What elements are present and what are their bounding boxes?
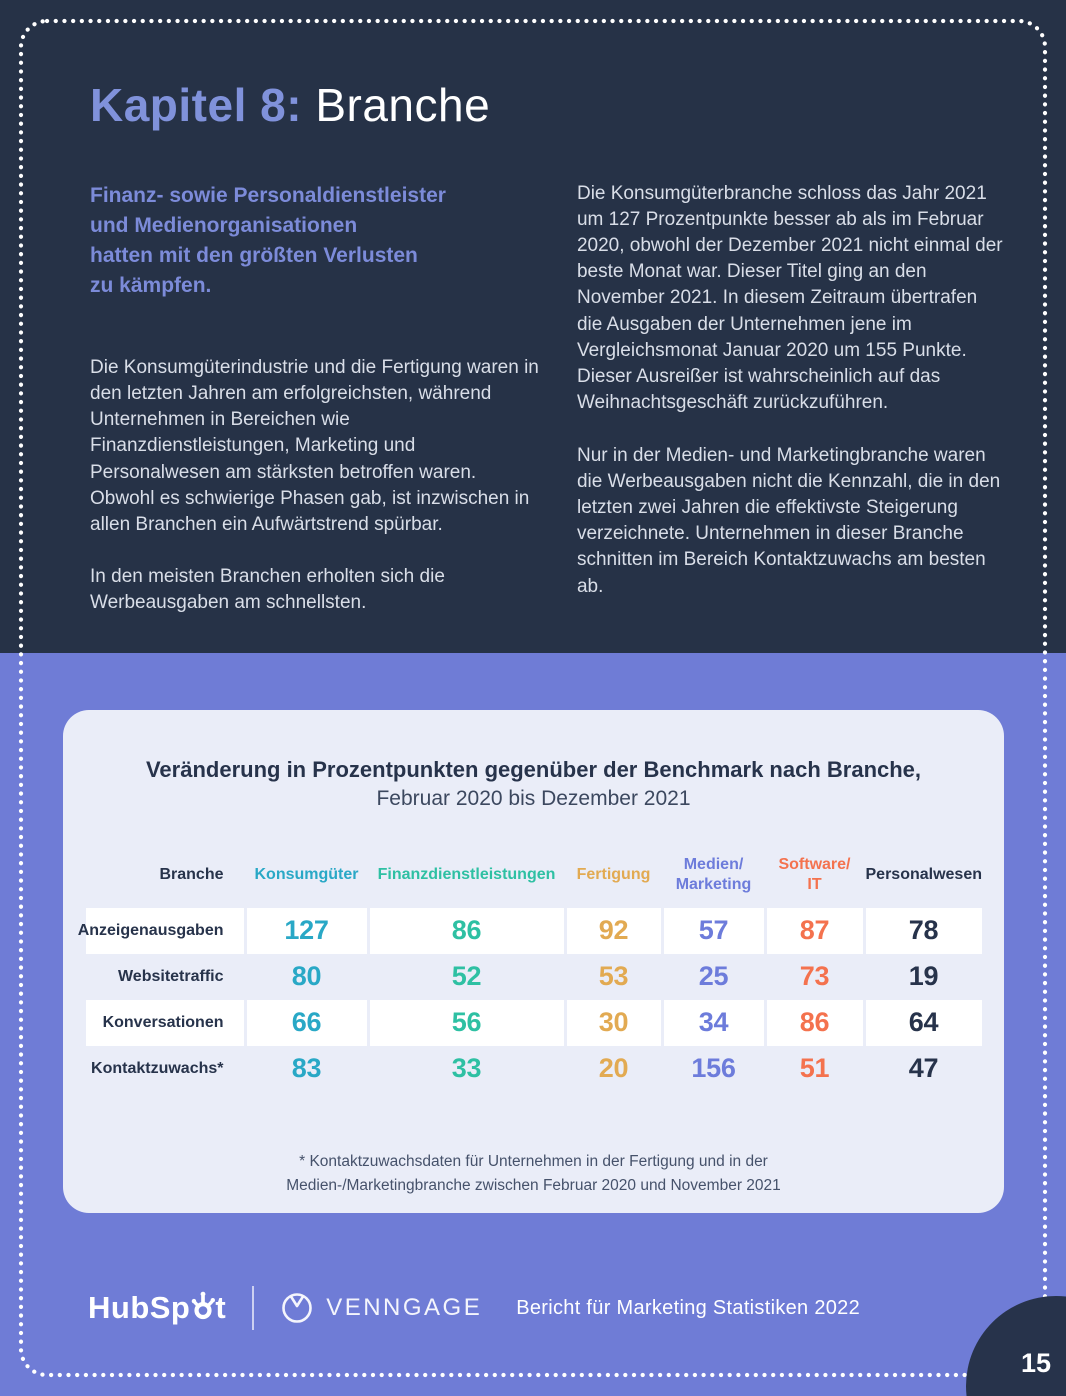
column-header-branche: Branche — [159, 865, 224, 883]
body-paragraph: Die Konsumgüterbranche schloss das Jahr … — [576, 182, 1003, 414]
table-cell: 86 — [369, 907, 564, 954]
table-cell: 33 — [451, 1053, 482, 1084]
hubspot-sprocket-icon — [192, 1291, 216, 1320]
venngage-logo: VENNGAGE — [280, 1291, 482, 1325]
highlight-line: zu kämpfen. — [90, 273, 212, 297]
chapter-label: Kapitel 8: — [90, 79, 303, 131]
column-header-konsumgueter: Konsumgüter — [254, 865, 359, 883]
highlight-statement: Finanz- sowie Personaldienstleister und … — [90, 181, 541, 301]
table-cell: 80 — [291, 961, 322, 992]
table-row: Konversationen 66 56 30 34 86 64 — [85, 999, 982, 1046]
column-header-medien-marketing: Medien/Marketing — [664, 855, 764, 895]
table-cell: 87 — [766, 907, 863, 954]
table-title-main: Veränderung in Prozentpunkten gegenüber … — [145, 757, 922, 782]
hubspot-wordmark: t — [215, 1290, 227, 1325]
table-cell: 64 — [865, 999, 982, 1046]
hubspot-wordmark: HubSp — [88, 1290, 191, 1325]
table-cell: 34 — [663, 999, 764, 1046]
chart-section: Veränderung in Prozentpunkten gegenüber … — [0, 653, 1066, 1396]
body-paragraph: Die Konsumgüterindustrie und die Fertigu… — [90, 356, 539, 535]
column-header-finanzdienstleistungen: Finanzdienstleistungen — [377, 865, 556, 883]
row-label: Kontaktzuwachs* — [91, 1059, 224, 1077]
page-number: 15 — [1020, 1348, 1051, 1378]
table-cell: 56 — [369, 999, 564, 1046]
table-cell: 156 — [691, 1053, 736, 1084]
table-cell: 127 — [246, 907, 367, 954]
table-cell: 57 — [663, 907, 764, 954]
column-header-personalwesen: Personalwesen — [865, 865, 983, 883]
venngage-wordmark: VENNGAGE — [326, 1294, 483, 1321]
footnote-line: Medien-/Marketingbranche zwischen Februa… — [286, 1176, 781, 1194]
table-row: Kontaktzuwachs* 83 33 20 156 51 47 — [86, 1046, 982, 1092]
table-row: Websitetraffic 80 52 53 25 73 19 — [86, 954, 982, 1000]
column-header-line: Software/ — [778, 855, 851, 873]
table-header-row: Branche Konsumgüter Finanzdienstleistung… — [86, 848, 982, 902]
right-text-column: Die Konsumgüterbranche schloss das Jahr … — [577, 181, 1006, 617]
table-cell: 73 — [799, 961, 830, 992]
table-cell: 51 — [799, 1053, 830, 1084]
table-cell: 83 — [291, 1053, 322, 1084]
table-cell: 78 — [865, 907, 982, 954]
venngage-icon — [282, 1293, 313, 1323]
row-label: Websitetraffic — [117, 967, 224, 985]
header-section: Kapitel 8: Branche Finanz- sowie Persona… — [0, 0, 1066, 653]
page-title: Kapitel 8: Branche — [90, 80, 1006, 131]
highlight-line: und Medienorganisationen — [90, 213, 358, 237]
table-cell: 86 — [766, 999, 863, 1046]
report-title: Bericht für Marketing Statistiken 2022 — [516, 1296, 861, 1319]
footnote-line: * Kontaktzuwachsdaten für Unternehmen in… — [299, 1152, 768, 1170]
table-cell: 92 — [566, 907, 661, 954]
table-cell: 20 — [598, 1053, 629, 1084]
chapter-name: Branche — [302, 79, 491, 131]
table-cell: 52 — [451, 961, 482, 992]
column-header-line: IT — [807, 875, 822, 893]
table-title-sub: Februar 2020 bis Dezember 2021 — [376, 786, 691, 810]
highlight-line: Finanz- sowie Personaldienstleister — [90, 183, 446, 207]
table-cell: 25 — [698, 961, 729, 992]
footer-divider — [252, 1286, 255, 1330]
row-label: Konversationen — [85, 999, 244, 1046]
table-footnote: * Kontaktzuwachsdaten für Unternehmen in… — [63, 1150, 1004, 1198]
table-row: Anzeigenausgaben 127 86 92 57 87 78 — [78, 907, 982, 954]
benchmark-table: Branche Konsumgüter Finanzdienstleistung… — [78, 848, 982, 1092]
benchmark-table-card: Veränderung in Prozentpunkten gegenüber … — [63, 710, 1004, 1213]
table-title: Veränderung in Prozentpunkten gegenüber … — [63, 756, 1004, 812]
body-paragraph: In den meisten Branchen erholten sich di… — [90, 566, 445, 614]
table-cell: 66 — [246, 999, 367, 1046]
body-paragraph: Nur in der Medien- und Marketingbranche … — [576, 444, 1001, 597]
table-cell: 30 — [566, 999, 661, 1046]
column-header-software-it: Software/IT — [767, 855, 863, 895]
table-cell: 47 — [908, 1053, 939, 1084]
highlight-line: hatten mit den größten Verlusten — [90, 243, 418, 267]
column-header-line: Medien/ — [683, 855, 744, 873]
left-text-column: Finanz- sowie Personaldienstleister und … — [90, 181, 541, 617]
page-footer: HubSp t VENNGAGE — [88, 1281, 860, 1335]
column-header-line: Marketing — [675, 875, 752, 893]
column-header-fertigung: Fertigung — [576, 865, 651, 883]
table-cell: 53 — [598, 961, 629, 992]
hubspot-logo: HubSp t — [88, 1290, 226, 1326]
table-cell: 19 — [908, 961, 939, 992]
row-label: Anzeigenausgaben — [78, 907, 244, 954]
